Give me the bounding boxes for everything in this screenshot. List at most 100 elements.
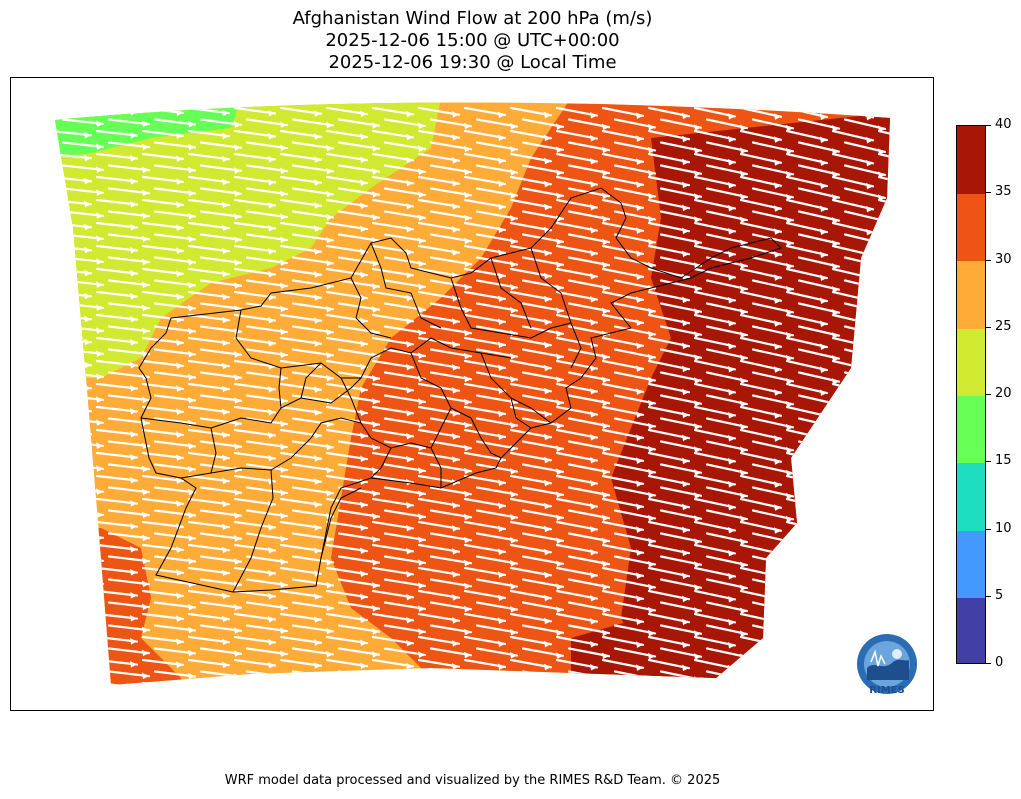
- wind-arrow-head: [924, 402, 931, 409]
- wind-arrow-head: [452, 318, 459, 325]
- wind-arrow: [431, 695, 471, 702]
- wind-arrow-head: [740, 216, 747, 224]
- wind-arrow: [925, 246, 934, 256]
- wind-arrow: [601, 497, 645, 508]
- wind-arrow-head: [682, 365, 689, 373]
- wind-arrow: [707, 695, 747, 704]
- wind-arrow: [889, 440, 890, 453]
- wind-arrow: [417, 244, 461, 254]
- wind-arrow-head: [84, 223, 91, 231]
- wind-arrow-head: [740, 262, 747, 270]
- colorbar-tick-label: 25: [995, 318, 1012, 334]
- wind-arrow-head: [84, 637, 91, 645]
- wind-arrow: [61, 141, 105, 148]
- wind-arrow-head: [406, 294, 413, 302]
- wind-arrow: [107, 141, 151, 149]
- wind-arrow: [925, 545, 934, 555]
- wind-arrow-head: [544, 364, 551, 372]
- wind-arrow-head: [832, 447, 839, 454]
- wind-arrow: [245, 187, 289, 196]
- wind-arrow-head: [222, 454, 229, 462]
- wind-arrow-head: [464, 260, 471, 268]
- wind-arrow-head: [694, 630, 701, 637]
- wind-arrow: [337, 601, 381, 610]
- wind-arrow: [889, 486, 890, 499]
- wind-arrow-head: [464, 145, 471, 153]
- wind-arrow-head: [326, 673, 333, 681]
- wind-arrow-head: [130, 661, 137, 668]
- wind-arrow: [153, 601, 197, 609]
- wind-arrow: [233, 152, 277, 161]
- wind-arrow: [889, 348, 890, 361]
- wind-arrow-head: [268, 293, 275, 301]
- wind-arrow-head: [912, 413, 919, 420]
- wind-arrow: [785, 566, 829, 579]
- wind-arrow-head: [176, 316, 183, 323]
- wind-arrow: [291, 509, 335, 518]
- wind-arrow: [61, 624, 105, 631]
- wind-arrow-head: [498, 295, 505, 302]
- wind-arrow-head: [590, 388, 597, 395]
- wind-arrow: [521, 141, 565, 151]
- wind-arrow-head: [682, 227, 689, 235]
- wind-arrow-head: [924, 517, 931, 524]
- wind-arrow-head: [268, 523, 275, 531]
- wind-arrow: [55, 497, 93, 505]
- wind-arrow-head: [866, 550, 873, 558]
- wind-arrow-head: [912, 344, 919, 351]
- wind-arrow: [371, 635, 415, 645]
- wind-arrow: [245, 578, 289, 587]
- wind-arrow-head: [268, 316, 275, 324]
- wind-arrow-head: [498, 157, 505, 164]
- wind-arrow-head: [268, 592, 275, 600]
- wind-arrow-head: [786, 354, 793, 362]
- wind-arrow-head: [418, 352, 425, 359]
- wind-arrow-head: [786, 700, 793, 707]
- wind-arrow: [925, 108, 934, 118]
- wind-arrow: [371, 106, 415, 116]
- wind-arrow-head: [602, 399, 609, 407]
- wind-arrow-head: [130, 592, 137, 599]
- colorbar-tick: [986, 528, 991, 530]
- wind-arrow: [199, 417, 243, 425]
- wind-arrow: [371, 566, 415, 576]
- wind-arrow-head: [268, 615, 275, 623]
- wind-arrow-head: [510, 629, 517, 636]
- wind-arrow-head: [418, 651, 425, 658]
- wind-arrow: [475, 601, 519, 611]
- wind-arrow: [889, 233, 890, 246]
- wind-arrow: [337, 670, 381, 679]
- wind-arrow-head: [372, 306, 379, 313]
- wind-arrow: [417, 198, 461, 208]
- wind-arrow-head: [176, 454, 183, 461]
- wind-arrow-head: [556, 583, 563, 590]
- wind-arrow-head: [544, 203, 551, 211]
- wind-arrow-head: [682, 480, 689, 488]
- wind-arrow: [371, 267, 415, 277]
- wind-arrow-head: [820, 251, 827, 259]
- wind-arrow-head: [188, 304, 195, 312]
- wind-arrow: [509, 106, 553, 117]
- wind-arrow: [613, 394, 657, 405]
- wind-arrow: [325, 566, 369, 576]
- wind-arrow: [877, 474, 890, 487]
- wind-arrow-head: [636, 319, 643, 326]
- wind-arrow-head: [728, 112, 735, 120]
- wind-arrow-head: [878, 562, 885, 569]
- wind-arrow-head: [648, 560, 655, 568]
- wind-arrow: [475, 210, 519, 220]
- wind-arrow-head: [636, 434, 643, 441]
- wind-arrow-head: [234, 374, 241, 381]
- wind-arrow-head: [452, 203, 459, 210]
- wind-arrow: [521, 670, 565, 680]
- wind-arrow-head: [924, 609, 931, 616]
- wind-arrow: [153, 670, 197, 678]
- wind-arrow: [291, 302, 335, 311]
- wind-arrow-head: [418, 214, 425, 221]
- wind-arrow-head: [590, 526, 597, 533]
- colorbar-tick-label: 40: [995, 117, 1012, 132]
- wind-arrow-head: [602, 123, 609, 131]
- wind-arrow: [141, 428, 185, 436]
- wind-arrow-head: [648, 376, 655, 384]
- wind-arrow-head: [648, 629, 655, 637]
